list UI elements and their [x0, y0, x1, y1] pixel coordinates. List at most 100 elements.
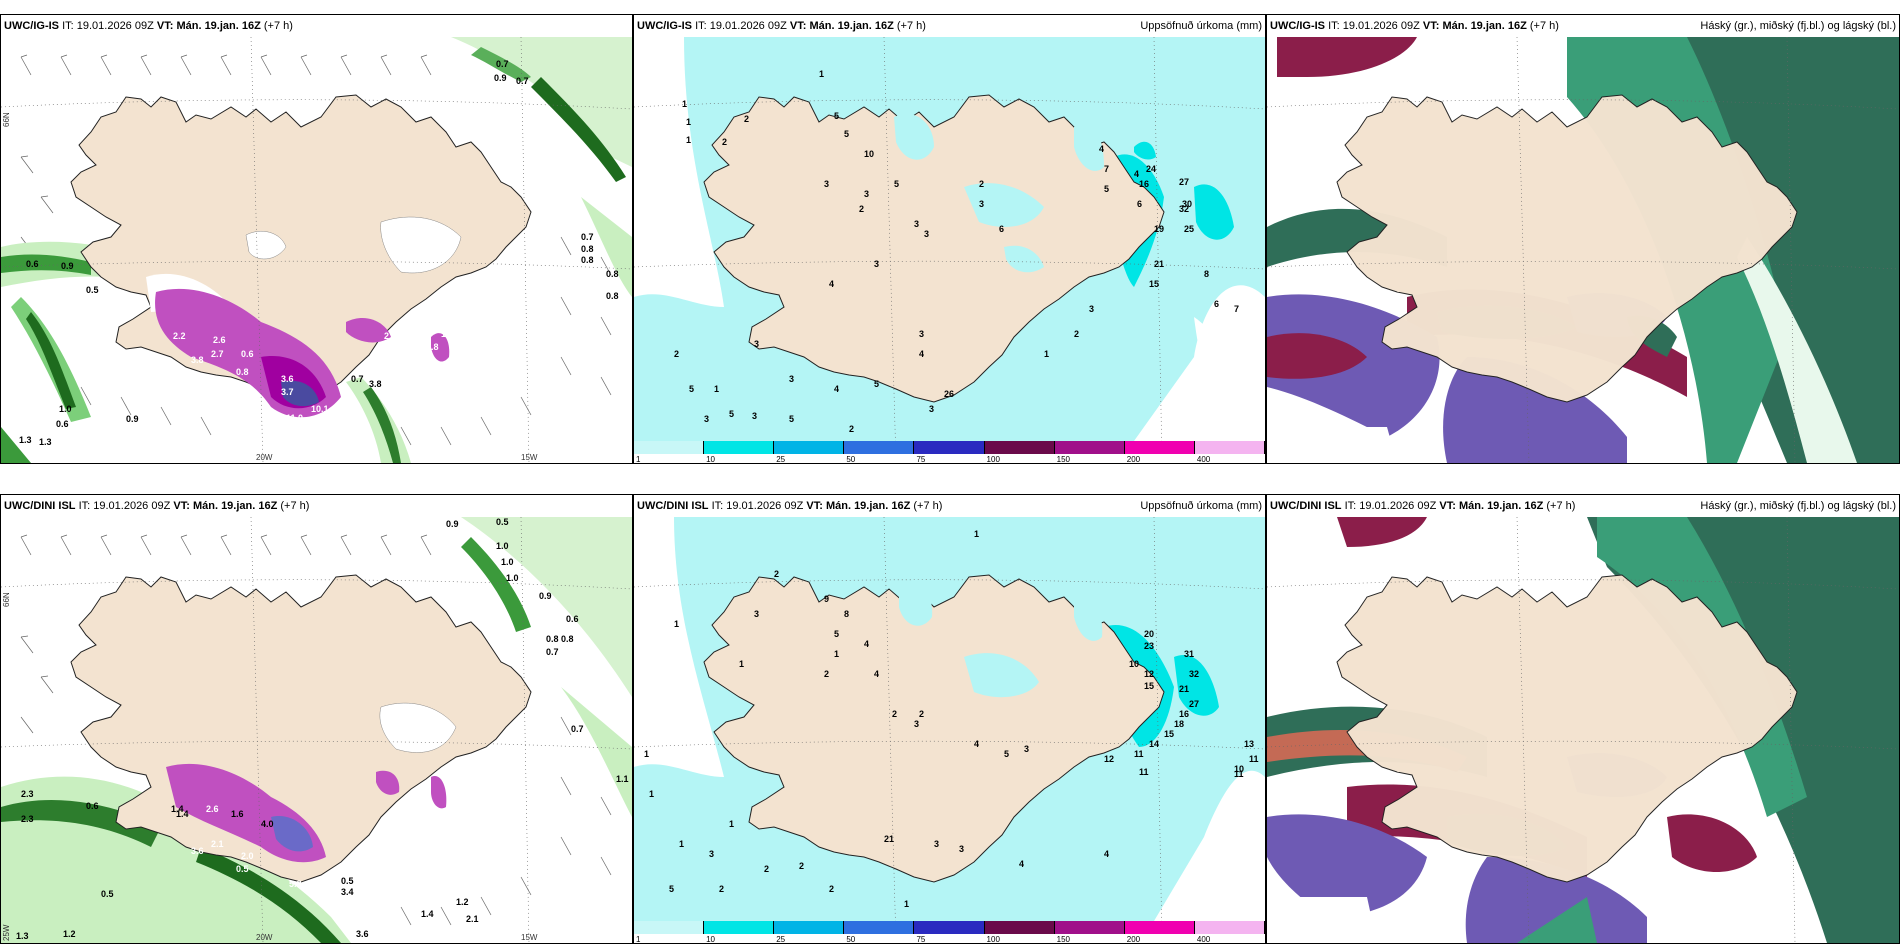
- value-label: 3: [704, 414, 709, 424]
- value-label: 0.5: [496, 517, 509, 527]
- vt-value: Mán. 19.jan. 16Z: [1442, 20, 1527, 32]
- colorbar-swatch: [634, 441, 705, 454]
- value-label: 5: [1004, 749, 1009, 759]
- precip-colorbar: 1 10 25 50 75 100 150 200 400: [634, 921, 1265, 943]
- value-label: 5: [874, 379, 879, 389]
- value-label: 5: [669, 884, 674, 894]
- value-label: 5: [834, 629, 839, 639]
- value-label: 3: [754, 609, 759, 619]
- value-label: 0.8: [546, 634, 559, 644]
- value-label: 1: [649, 789, 654, 799]
- value-label: 7: [1234, 304, 1239, 314]
- value-label: 0.9: [61, 261, 74, 271]
- value-label: 2: [892, 709, 897, 719]
- value-label: 24: [1146, 164, 1156, 174]
- value-label: 2.6: [206, 804, 219, 814]
- value-label: 3: [1089, 304, 1094, 314]
- it-label: IT:: [711, 500, 724, 512]
- value-label: 26: [944, 389, 954, 399]
- value-label: 1.4: [171, 804, 184, 814]
- value-label: 1: [974, 529, 979, 539]
- value-label: 0.8: [606, 291, 619, 301]
- vt-label: VT:: [156, 20, 174, 32]
- value-label: 3.8: [369, 379, 382, 389]
- value-label: 4: [874, 669, 879, 679]
- value-label: 19: [1154, 224, 1164, 234]
- value-label: 5: [689, 384, 694, 394]
- value-label: 3: [914, 219, 919, 229]
- value-label: 7: [1104, 164, 1109, 174]
- value-label: 21: [884, 834, 894, 844]
- lon-label-15w: 15W: [521, 933, 538, 942]
- value-label: 3: [1024, 744, 1029, 754]
- colorbar-tick: 50: [846, 455, 856, 464]
- it-value: 19.01.2026 09Z: [709, 20, 787, 32]
- value-label: 0.5: [341, 876, 354, 886]
- value-label: 1.9: [441, 329, 454, 339]
- value-label: 0.6: [566, 614, 579, 624]
- lon-label-20w: 20W: [256, 453, 273, 462]
- value-label: 3.8: [191, 355, 204, 365]
- value-label: 3.6: [191, 846, 204, 856]
- value-label: 6: [999, 224, 1004, 234]
- value-label: 23: [1144, 641, 1154, 651]
- map-panel-accum-precip-igis: UWC/IG-IS IT: 19.01.2026 09Z VT: Mán. 19…: [633, 14, 1266, 464]
- value-label: 1: [644, 749, 649, 759]
- colorbar-swatch: [704, 441, 775, 454]
- colorbar-swatch: [634, 921, 705, 934]
- value-label: 12: [1104, 754, 1114, 764]
- value-label: 1.0: [59, 404, 72, 414]
- value-label: 31: [1184, 649, 1194, 659]
- value-label: 0.7: [546, 647, 559, 657]
- colorbar-tick: 25: [776, 935, 786, 944]
- vt-value: Mán. 19.jan. 16Z: [809, 20, 894, 32]
- value-label: 0.5: [236, 864, 249, 874]
- value-label: 4.0: [261, 819, 274, 829]
- value-label: 0.7: [496, 59, 509, 69]
- value-label: 2: [722, 137, 727, 147]
- value-label: 2: [859, 204, 864, 214]
- value-label: 11: [1234, 769, 1244, 779]
- value-label: 3: [934, 839, 939, 849]
- panel-header: UWC/DINI ISL IT: 19.01.2026 09Z VT: Mán.…: [1267, 495, 1899, 517]
- value-label: 5: [729, 409, 734, 419]
- value-label: 1.0: [506, 573, 519, 583]
- colorbar-tick: 150: [1056, 935, 1071, 944]
- value-labels: 0.9 0.51.01.01.00.90.60.80.70.80.71.12.30…: [16, 517, 629, 941]
- value-label: 21: [1179, 684, 1189, 694]
- panel-header: UWC/DINI ISL IT: 19.01.2026 09Z VT: Mán.…: [634, 495, 1265, 517]
- precip-colorbar: 1 10 25 50 75 100 150 200 400: [634, 441, 1265, 463]
- lat-label-66n: 66N: [2, 592, 11, 607]
- value-label: 11: [1249, 754, 1259, 764]
- colorbar-tick: 10: [706, 935, 716, 944]
- value-label: 1: [819, 69, 824, 79]
- colorbar-tick: 100: [986, 935, 1000, 944]
- value-label: 2: [849, 424, 854, 434]
- value-label: 2: [829, 884, 834, 894]
- lat-label-66n: 66N: [2, 112, 11, 127]
- colorbar-swatch: [984, 921, 1055, 934]
- value-label: 2.2: [173, 331, 186, 341]
- value-label: 8: [844, 609, 849, 619]
- colorbar-tick: 75: [916, 455, 926, 464]
- value-label: 1.6: [231, 809, 244, 819]
- value-label: 3.6: [356, 929, 369, 939]
- vt-value: Mán. 19.jan. 16Z: [192, 500, 278, 512]
- lead-time: (+7 h): [896, 20, 926, 32]
- lon-label-25w: 25W: [2, 924, 11, 941]
- lead-time: (+7 h): [1529, 20, 1559, 32]
- colorbar-swatch: [774, 441, 845, 454]
- value-label: 4: [1134, 169, 1139, 179]
- value-label: 10: [864, 149, 874, 159]
- it-label: IT:: [695, 20, 707, 32]
- panel-header: UWC/IG-IS IT: 19.01.2026 09Z VT: Mán. 19…: [1, 15, 632, 37]
- value-label: 3: [824, 179, 829, 189]
- precip-patches: [899, 576, 1219, 716]
- value-label: 2.3: [21, 789, 34, 799]
- value-label: 10: [1234, 764, 1244, 774]
- value-label: 0.8: [581, 255, 594, 265]
